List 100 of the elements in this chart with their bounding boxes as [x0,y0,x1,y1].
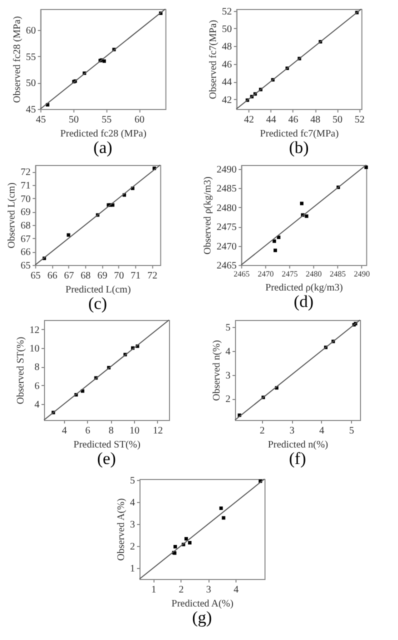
point [300,202,304,206]
x-axis-title: Predicted A(%) [172,598,234,610]
x-tick-label: 52 [354,114,365,126]
y-tick-label: 3 [130,520,135,531]
point [274,248,278,252]
x-axis-title: Predicted n(%) [268,440,328,450]
x-tick-label: 2480 [306,270,322,278]
y-tick-label: 4 [34,400,40,411]
text: (d) [294,292,314,311]
y-tick-label: 42 [222,94,232,106]
x-tick-label: 12 [152,426,163,436]
x-axis-title: Predicted fc7(MPa) [260,128,339,140]
text: (a) [93,138,112,157]
point [102,59,106,63]
point [173,544,177,548]
y-tick-label: 10 [30,344,40,355]
y-axis-title: Observed ρ(kg/m3) [202,176,214,255]
y-axis-title: Observed ST(%) [16,336,26,404]
x-tick-label: 42 [244,114,254,126]
y-tick-label: 2490 [216,164,237,176]
x-tick-label: 2 [260,426,265,436]
x-tick-label: 8 [108,426,114,436]
x-tick-label: 4 [319,426,324,436]
x-tick-label: 55 [102,114,112,126]
x-tick-label: 72 [147,270,158,282]
y-tick-label: 46 [222,59,232,70]
x-axis-title: Predicted ρ(kg/m3) [265,282,343,294]
y-tick-label: 12 [30,324,40,336]
y-tick-label: 69 [20,207,31,218]
y-tick-label: 2480 [216,202,237,214]
y-tick-label: 70 [20,194,31,205]
y-axis-title: Observed n(%) [212,340,222,401]
y-tick-label: 2465 [216,260,237,272]
x-tick-label: 4 [62,426,67,436]
y-tick-label: 4 [130,498,135,509]
y-tick-label: 45 [26,104,36,116]
y-axis-title: Observed L(cm) [6,182,18,248]
x-tick-label: 67 [64,270,74,282]
y-tick-label: 71 [20,180,31,192]
y-tick-label: 65 [20,260,31,272]
x-tick-label: 69 [97,270,108,282]
x-tick-label: 50 [332,114,343,126]
x-tick-label: 48 [310,114,320,126]
point [188,541,192,544]
y-tick-label: 48 [222,42,232,53]
y-tick-label: 2470 [216,241,237,252]
y-tick-label: 3 [226,370,230,382]
x-tick-label: 2470 [258,270,274,278]
y-tick-label: 6 [34,380,40,392]
y-tick-label: 5 [226,322,230,334]
y-tick-label: 8 [34,362,40,374]
y-tick-label: 72 [20,167,31,178]
x-tick-label: 70 [114,270,124,282]
x-axis-title: Predicted L(cm) [66,284,131,296]
y-tick-label: 2 [130,542,135,553]
x-tick-label: 3 [290,426,295,436]
text: (b) [288,138,309,157]
x-tick-label: 6 [85,426,90,436]
x-tick-label: 68 [80,270,91,282]
point [219,506,223,510]
x-tick-label: 2 [178,584,184,596]
x-tick-label: 66 [47,270,58,282]
x-axis-title: Predicted fc28 (MPa) [60,128,146,140]
y-tick-label: 4 [226,346,230,358]
point [184,537,188,541]
x-tick-label: 50 [68,114,79,126]
y-tick-label: 60 [26,26,36,37]
x-tick-label: 2465 [234,270,250,278]
y-tick-label: 1 [130,564,135,575]
x-tick-label: 5 [349,426,354,436]
y-axis-title: Observed fc7(MPa) [208,20,219,100]
text: (f) [289,449,306,468]
y-tick-label: 50 [222,24,232,35]
y-tick-label: 67 [20,234,31,245]
y-tick-label: 66 [20,247,31,258]
x-tick-label: 3 [206,584,212,596]
text: (e) [97,449,116,468]
y-tick-label: 44 [222,77,232,88]
y-tick-label: 55 [26,52,36,63]
x-tick-label: 1 [151,584,156,596]
y-tick-label: 50 [26,78,36,90]
x-tick-label: 44 [266,114,276,126]
text: (g) [192,608,212,627]
y-tick-label: 52 [222,6,232,18]
y-axis-title: Observed A(%) [116,498,127,561]
y-tick-label: 2 [226,394,230,406]
x-tick-label: 46 [288,114,298,126]
y-tick-label: 2475 [216,222,237,234]
point [272,239,276,243]
x-tick-label: 2485 [330,270,346,278]
x-tick-label: 2475 [282,270,298,278]
y-tick-label: 2485 [216,184,237,195]
x-tick-label: 2490 [354,270,370,278]
point [222,516,226,520]
y-axis-title: Observed fc28 (MPa) [12,16,23,103]
text: (c) [88,294,108,313]
y-tick-label: 5 [130,476,135,487]
point [304,214,308,218]
y-tick-label: 68 [20,220,31,232]
x-axis-title: Predicted ST(%) [74,440,140,450]
